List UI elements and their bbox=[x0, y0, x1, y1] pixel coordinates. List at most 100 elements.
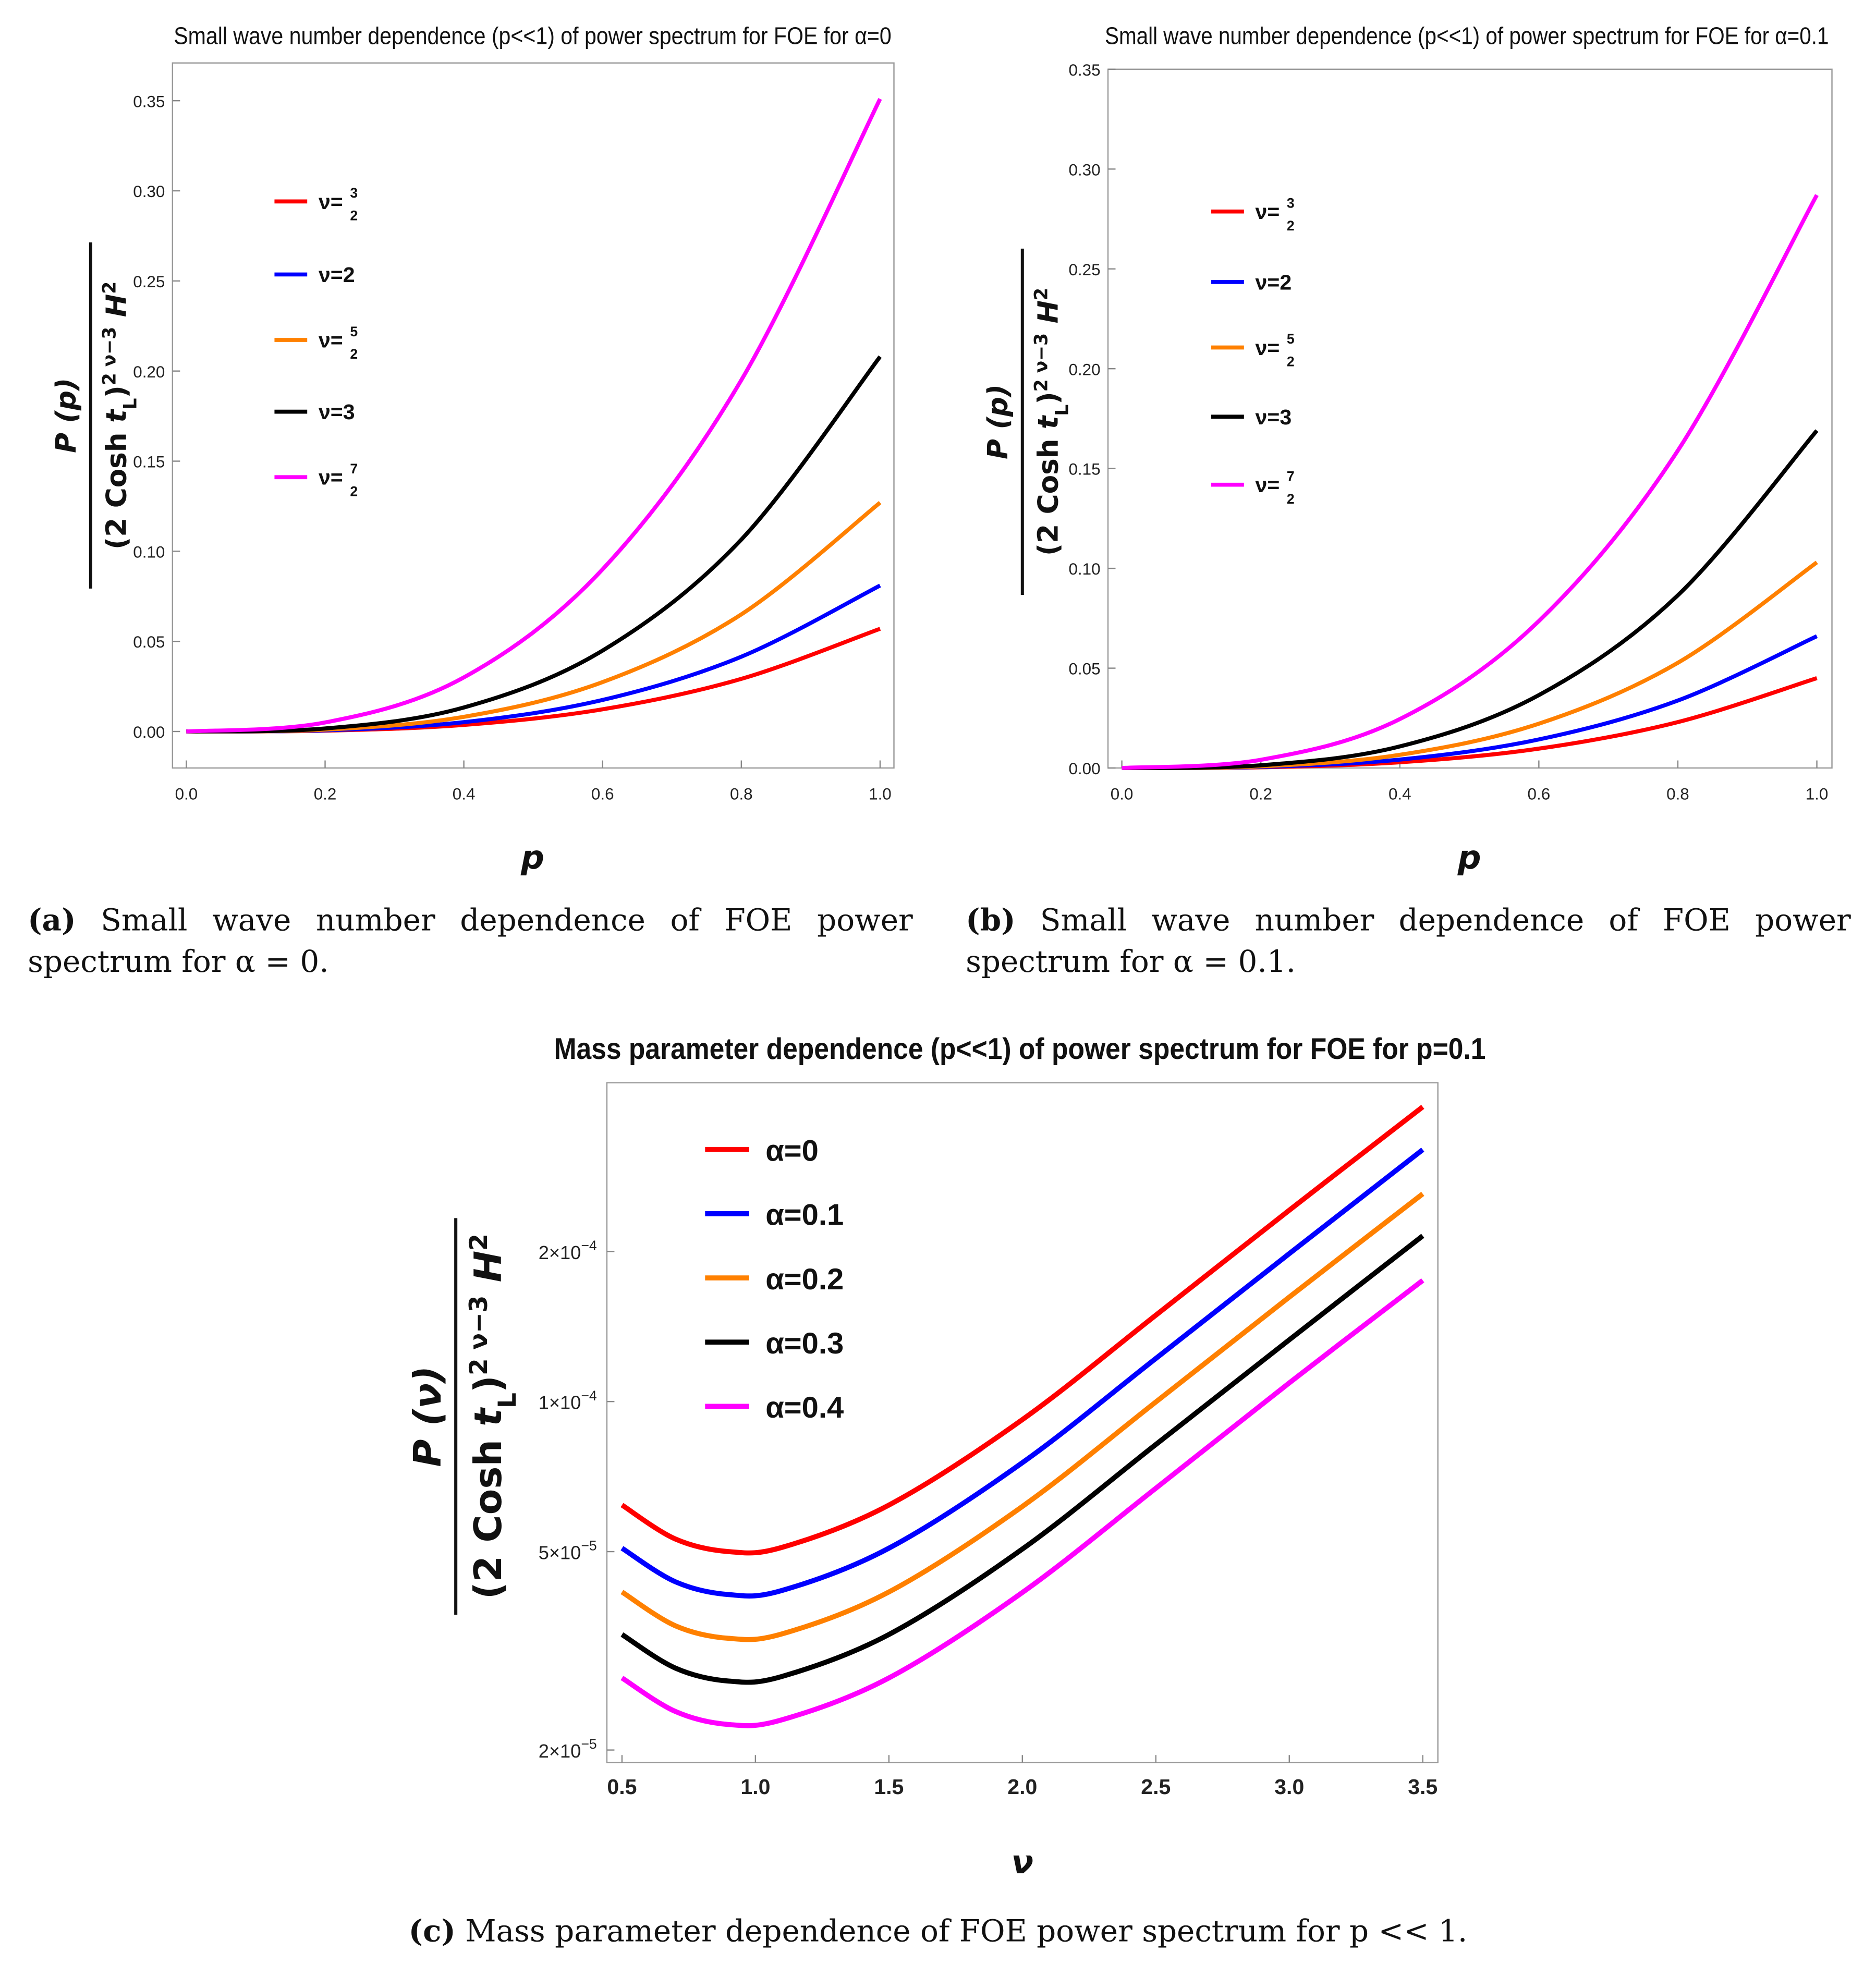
legend-label: ν= bbox=[319, 328, 343, 352]
legend-label: α=0.3 bbox=[765, 1327, 844, 1360]
series-line-α=0.1 bbox=[620, 1148, 1424, 1599]
legend-fraction-numerator: 7 bbox=[350, 461, 358, 477]
legend-label: ν=2 bbox=[319, 263, 355, 287]
legend-label: α=0 bbox=[765, 1134, 819, 1167]
y-label-denominator: (2 Cosh tL)2 ν−3 H2 bbox=[1031, 288, 1073, 556]
y-tick-mantissa: 2×10 bbox=[539, 1740, 581, 1762]
y-label-part: ) bbox=[100, 385, 132, 398]
series-line-ν=7/2 bbox=[186, 98, 882, 734]
caption-b-label: (b) bbox=[966, 901, 1016, 938]
legend-label: α=0.1 bbox=[765, 1199, 844, 1232]
legend-label: α=0.2 bbox=[765, 1263, 844, 1296]
y-tick-label: 0.15 bbox=[133, 453, 165, 471]
y-tick-label: 2×10−4 bbox=[539, 1238, 597, 1263]
series-line-α=0 bbox=[620, 1105, 1424, 1556]
x-tick-label: 0.2 bbox=[1249, 785, 1272, 803]
chart-c: Mass parameter dependence (p<<1) of powe… bbox=[406, 1032, 1485, 1881]
y-tick-exponent: −4 bbox=[581, 1238, 596, 1253]
series-line-ν=5/2 bbox=[1122, 560, 1818, 770]
y-label-numerator: P (p) bbox=[50, 378, 82, 453]
chart-title: Small wave number dependence (p<<1) of p… bbox=[174, 22, 891, 50]
x-tick-label: 0.8 bbox=[730, 785, 753, 803]
y-tick-label: 0.00 bbox=[1068, 760, 1100, 778]
chart-title: Small wave number dependence (p<<1) of p… bbox=[1105, 22, 1829, 50]
caption-c-label: (c) bbox=[408, 1912, 456, 1949]
x-axis-label: p bbox=[520, 838, 544, 876]
legend-label: ν= bbox=[1256, 336, 1280, 360]
x-tick-label: 2.5 bbox=[1141, 1775, 1171, 1799]
x-tick-label: 0.6 bbox=[1528, 785, 1551, 803]
series-line-ν=3/2 bbox=[1122, 676, 1818, 770]
x-tick-label: 0.8 bbox=[1666, 785, 1689, 803]
x-tick-label: 1.5 bbox=[874, 1775, 904, 1799]
x-tick-label: 0.2 bbox=[314, 785, 337, 803]
y-tick-mantissa: 2×10 bbox=[539, 1242, 581, 1263]
plot-frame bbox=[172, 62, 895, 769]
y-label-part: H bbox=[467, 1251, 510, 1296]
legend-fraction-denominator: 2 bbox=[1287, 491, 1295, 507]
x-tick-label: 1.0 bbox=[1806, 785, 1829, 803]
x-tick-label: 0.0 bbox=[175, 785, 198, 803]
y-tick-label: 0.35 bbox=[1068, 61, 1100, 79]
y-tick-label: 5×10−5 bbox=[539, 1538, 597, 1564]
caption-a-label: (a) bbox=[28, 901, 76, 938]
y-axis-label: P (p) (2 Cosh tL)2 ν−3 H2 bbox=[982, 248, 1073, 595]
legend-fraction-numerator: 3 bbox=[350, 185, 358, 201]
x-axis-label: p bbox=[1457, 838, 1481, 876]
chart-b: Small wave number dependence (p<<1) of p… bbox=[982, 22, 1833, 876]
series-line-ν=7/2 bbox=[1122, 194, 1819, 770]
y-label-part: t bbox=[467, 1407, 510, 1426]
y-label-part: (2 Cosh bbox=[100, 423, 132, 550]
series-line-ν=3 bbox=[186, 355, 882, 734]
legend-fraction-denominator: 2 bbox=[350, 346, 358, 362]
series-line-α=0.3 bbox=[620, 1234, 1424, 1685]
y-tick-label: 0.10 bbox=[1068, 560, 1100, 578]
legend-fraction-denominator: 2 bbox=[1287, 218, 1295, 234]
legend-label: ν= bbox=[1256, 473, 1280, 497]
x-axis-label: ν bbox=[1011, 1843, 1033, 1881]
series-line-ν=2 bbox=[186, 583, 881, 734]
y-label-numerator: P (ν) bbox=[406, 1366, 450, 1467]
x-tick-label: 3.5 bbox=[1408, 1775, 1438, 1799]
caption-c-text: Mass parameter dependence of FOE power s… bbox=[465, 1913, 1468, 1949]
legend-fraction-denominator: 2 bbox=[1287, 354, 1295, 370]
caption-a: (a) Small wave number dependence of FOE … bbox=[28, 899, 913, 983]
y-tick-label: 0.20 bbox=[133, 363, 165, 381]
y-label-part: L bbox=[493, 1393, 522, 1408]
caption-b: (b) Small wave number dependence of FOE … bbox=[966, 899, 1851, 983]
series-line-ν=2 bbox=[1122, 634, 1818, 770]
x-tick-label: 2.0 bbox=[1007, 1775, 1037, 1799]
y-label-numerator: P (p) bbox=[982, 384, 1014, 459]
series-line-ν=3 bbox=[1122, 429, 1819, 770]
y-label-part: H bbox=[100, 294, 132, 327]
x-tick-label: 0.4 bbox=[453, 785, 476, 803]
series-line-ν=5/2 bbox=[186, 501, 882, 734]
y-tick-label: 2×10−5 bbox=[539, 1736, 597, 1762]
plot-frame bbox=[1107, 68, 1833, 769]
y-label-part: 2 ν−3 bbox=[1031, 333, 1052, 392]
y-tick-label: 0.25 bbox=[1068, 261, 1100, 279]
series-line-α=0.2 bbox=[620, 1191, 1424, 1642]
legend-label: ν=3 bbox=[1256, 405, 1292, 429]
y-label-part: t bbox=[100, 408, 132, 423]
y-label-part: L bbox=[1052, 405, 1073, 416]
caption-c: (c) Mass parameter dependence of FOE pow… bbox=[0, 1910, 1876, 1953]
y-tick-label: 0.00 bbox=[133, 723, 165, 741]
x-tick-label: 1.0 bbox=[869, 785, 892, 803]
y-tick-label: 0.05 bbox=[1068, 660, 1100, 678]
legend-label: ν=3 bbox=[319, 400, 355, 424]
y-label-part: ) bbox=[1032, 392, 1064, 404]
y-label-part: 2 bbox=[99, 282, 120, 294]
y-tick-label: 1×10−4 bbox=[539, 1388, 597, 1413]
caption-b-text: Small wave number dependence of FOE powe… bbox=[966, 902, 1851, 980]
y-axis-label: P (p) (2 Cosh tL)2 ν−3 H2 bbox=[50, 242, 141, 589]
y-label-part: L bbox=[120, 398, 141, 410]
legend-label: α=0.4 bbox=[765, 1391, 844, 1424]
y-label-denominator: (2 Cosh tL)2 ν−3 H2 bbox=[465, 1234, 522, 1599]
y-label-part: 2 bbox=[465, 1234, 493, 1251]
y-tick-label: 0.30 bbox=[1068, 161, 1100, 179]
y-label-part: 2 ν−3 bbox=[465, 1296, 493, 1375]
legend-fraction-numerator: 5 bbox=[350, 324, 358, 339]
